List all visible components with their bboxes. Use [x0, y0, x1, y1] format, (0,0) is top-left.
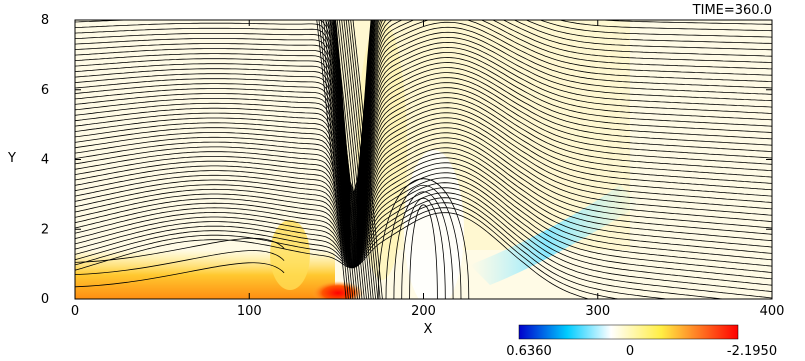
contour-line [75, 67, 772, 248]
contour-line [75, 21, 772, 234]
contour-line [75, 192, 772, 299]
sheet-line [323, 20, 354, 299]
sheet-line [338, 20, 370, 299]
contour-line [75, 97, 772, 255]
contour-line [75, 31, 772, 237]
x-axis-label: X [424, 322, 433, 337]
contour-line [75, 162, 772, 265]
heatmap-field [75, 20, 772, 299]
low-contour [75, 250, 285, 275]
contour-line [75, 26, 772, 236]
x-tick-label: 300 [585, 304, 610, 319]
sheet-line [318, 20, 349, 299]
sheet-line [332, 20, 363, 299]
contour-line [75, 20, 772, 225]
contour-line [75, 20, 772, 223]
y-tick-label: 0 [41, 292, 49, 307]
sheet-line [343, 20, 374, 299]
sheet-line [350, 20, 381, 299]
contour-line [75, 36, 772, 239]
contour-lines [75, 20, 772, 299]
contour-line [75, 102, 772, 256]
colorbar-zero-label: 0 [626, 344, 634, 359]
contour-line [75, 147, 772, 263]
island-contour [377, 178, 470, 299]
contour-line [75, 172, 772, 273]
contour-line [75, 122, 772, 260]
island-contour [385, 184, 462, 299]
contour-line [75, 52, 772, 243]
chart-title: TIME=360.0 [692, 3, 772, 18]
sheet-line [329, 20, 361, 299]
contour-line [75, 212, 591, 299]
contour-line [75, 107, 772, 257]
low-contour [75, 262, 285, 288]
contour-line [75, 20, 772, 219]
y-axis-label: Y [7, 151, 16, 166]
contour-line [75, 82, 772, 251]
contour-line [75, 20, 772, 227]
contour-line [75, 20, 772, 229]
x-axis: 0 100 200 300 400 [71, 20, 785, 319]
y-tick-label: 8 [41, 13, 49, 28]
contour-line [75, 62, 772, 246]
contour-line [75, 87, 772, 253]
contour-line [75, 182, 772, 286]
sheet-line [336, 20, 367, 299]
contour-line [75, 20, 772, 221]
y-tick-label: 4 [41, 153, 49, 168]
contour-line [75, 197, 727, 299]
contour-line [75, 152, 772, 264]
contour-line [75, 132, 772, 261]
x-tick-label: 0 [71, 304, 79, 319]
contour-line [324, 20, 772, 217]
contour-line [75, 57, 772, 245]
contour-line [75, 92, 772, 254]
island-contour [393, 191, 454, 299]
contour-line [75, 46, 772, 242]
sheet-line [320, 20, 352, 299]
contour-line [75, 137, 772, 262]
contour-line [75, 77, 772, 250]
sheet-line [327, 20, 358, 299]
x-tick-label: 400 [760, 304, 785, 319]
island-contour [409, 204, 438, 299]
contour-line [75, 72, 772, 249]
colorbar-max-label: -2.1950 [727, 344, 777, 359]
contour-line [75, 157, 772, 265]
island-contour [401, 197, 446, 299]
low-contour [75, 237, 285, 263]
colorbar [518, 324, 739, 340]
sheet-line [341, 20, 372, 299]
contour-line [75, 112, 772, 258]
contour-line [75, 207, 622, 299]
sheet-line [325, 20, 356, 299]
sheet-line [345, 20, 376, 299]
sheet-line [334, 20, 365, 299]
contour-line [75, 142, 772, 263]
sheet-line [316, 20, 347, 299]
y-axis: 0 2 4 6 8 [41, 13, 772, 307]
sheet-line [348, 20, 379, 299]
contour-line [75, 202, 671, 299]
contour-line [75, 177, 772, 280]
x-tick-label: 200 [411, 304, 436, 319]
contour-line [75, 117, 772, 259]
contour-line [75, 20, 772, 231]
contour-line [75, 127, 772, 261]
contour-line [75, 41, 772, 240]
y-tick-label: 2 [41, 222, 49, 237]
y-tick-label: 6 [41, 83, 49, 98]
contour-line [75, 187, 772, 292]
contour-line [75, 167, 772, 267]
x-tick-label: 100 [237, 304, 262, 319]
colorbar-min-label: 0.6360 [506, 344, 552, 359]
